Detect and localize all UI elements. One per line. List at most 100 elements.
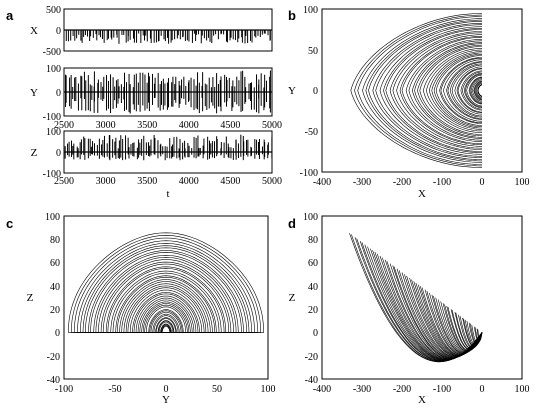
y-tick-label: 100 [45,212,60,223]
trajectory-arch [123,283,209,333]
trajectory-loop [439,57,482,124]
x-axis-label: t [166,188,169,200]
series-y [64,70,272,114]
trajectory-loop [460,70,482,111]
y-axis-label: Z [27,292,34,304]
trajectory-loop [417,44,483,137]
trajectory-loop [463,73,482,108]
trajectory-arch [105,266,227,333]
trajectory-arch [121,281,211,333]
y-tick-label: 80 [308,235,318,246]
axes-frame [321,215,523,380]
axes-frame [63,67,273,117]
x-tick-label: 100 [261,384,276,395]
trajectory-arch [112,272,220,333]
y-tick-label: 40 [50,282,60,293]
trajectory-loop [449,63,482,118]
trajectory-loop [477,84,482,97]
trajectory-arch [95,256,237,333]
x-tick-label: 4500 [220,176,240,187]
trajectory-loop [433,54,482,127]
panel-a: 500 0 -500 X 100 0 -100 Y 2500 3000 3500… [30,5,282,200]
trajectory-arch [82,245,250,333]
x-tick-label: 0 [480,384,485,395]
trajectory-d [349,232,483,363]
trajectory-loop [457,68,482,113]
trajectory-curve [349,232,483,363]
y-tick-label: 60 [50,258,60,269]
trajectory-arch [125,285,207,333]
y-tick-label: 80 [50,235,60,246]
trajectory-loop [431,52,482,129]
trajectory-loop [476,83,482,98]
trajectory-loop [422,48,483,133]
trajectory-arch [68,232,265,333]
y-axis-label: Z [289,292,296,304]
panel-a-subplot-y: 100 0 -100 Y 2500 3000 3500 4000 4500 50… [30,64,282,131]
trajectory-loop [473,80,482,101]
trajectory-arch [145,306,187,333]
x-axis-label: X [418,394,426,406]
x-tick-label: 100 [515,177,530,188]
y-tick-label: 0 [313,328,318,339]
trajectory-loop [357,16,483,165]
y-tick-label: -50 [305,127,318,138]
y-tick-label: 100 [46,64,61,75]
y-axis-label: X [30,25,38,37]
trajectory-arch [144,304,188,333]
trajectory-loop [443,59,482,122]
trajectory-arch [150,311,182,333]
trajectory-loop [385,29,482,152]
y-tick-label: 0 [313,86,318,97]
x-tick-label: -300 [353,384,371,395]
series-z [64,134,273,161]
trajectory-loop [428,51,483,130]
trajectory-loop [475,82,482,99]
x-tick-label: -100 [433,384,451,395]
y-tick-label: 0 [55,328,60,339]
x-tick-label: -200 [393,384,411,395]
x-tick-label: 3500 [137,120,157,131]
trajectory-arch [107,267,225,333]
x-tick-label: 4000 [179,176,199,187]
trajectory-arch [149,310,183,333]
trajectory-arch [102,263,230,333]
trajectory-loop [447,62,482,119]
y-tick-label: 40 [308,282,318,293]
trajectory-arch [129,289,203,333]
trajectory-arch [88,250,244,333]
trajectory-loop [389,31,482,150]
trajectory-loop [474,81,482,100]
trajectory-arch [133,293,199,333]
trajectory-loop [368,21,483,160]
trajectory-arch [85,247,247,333]
panel-b: 100 50 0 -50 -100 -400 -300 -200 -100 0 … [288,5,529,200]
panel-letter-a: a [6,8,14,23]
y-tick-label: -100 [300,168,318,179]
axes-frame [63,130,273,174]
x-tick-label: 5000 [262,176,282,187]
trajectory-loop [350,13,483,168]
trajectory-loop [399,36,483,145]
x-tick-label: 2500 [54,176,74,187]
x-tick-label: -100 [55,384,73,395]
x-tick-label: -400 [313,177,331,188]
y-tick-label: -100 [43,169,61,180]
trajectory-loop [362,18,483,163]
trajectory-loop [401,37,483,144]
x-tick-label: 3500 [137,176,157,187]
axes-frame [63,215,269,380]
trajectory-arch [161,325,171,333]
y-tick-label: 100 [46,127,61,138]
x-axis-label: X [418,188,426,200]
panel-letter-d: d [288,216,296,231]
y-axis-label: Z [31,147,38,159]
y-tick-label: -20 [305,352,318,363]
trajectory-arch [119,279,213,333]
trajectory-arch [77,240,255,333]
trajectory-loop [462,71,482,110]
trajectory-loop [383,28,483,153]
trajectory-loop [426,49,483,132]
trajectory-loop [456,68,482,113]
